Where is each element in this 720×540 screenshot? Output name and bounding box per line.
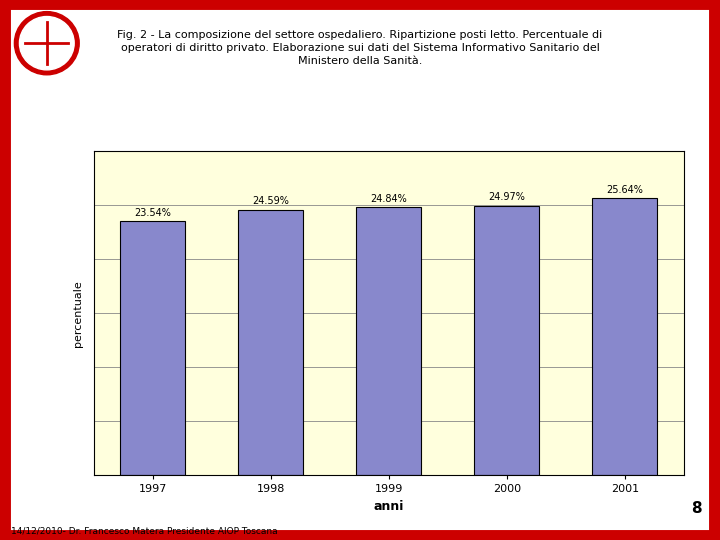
Text: 24.97%: 24.97% xyxy=(488,192,525,202)
Circle shape xyxy=(14,11,79,75)
Text: 24.59%: 24.59% xyxy=(253,197,289,206)
Text: 14/12/2010- Dr. Francesco Matera Presidente AIOP Toscana: 14/12/2010- Dr. Francesco Matera Preside… xyxy=(11,526,277,536)
Y-axis label: percentuale: percentuale xyxy=(73,280,84,347)
Circle shape xyxy=(19,17,74,70)
Text: Fig. 2 - La composizione del settore ospedaliero. Ripartizione posti letto. Perc: Fig. 2 - La composizione del settore osp… xyxy=(117,30,603,66)
Text: 24.84%: 24.84% xyxy=(370,194,408,204)
Bar xyxy=(356,207,421,475)
Bar xyxy=(120,221,185,475)
X-axis label: anni: anni xyxy=(374,500,404,513)
Bar xyxy=(238,210,303,475)
Text: 25.64%: 25.64% xyxy=(606,185,643,195)
Text: 8: 8 xyxy=(691,501,702,516)
Text: 23.54%: 23.54% xyxy=(135,208,171,218)
Bar xyxy=(593,198,657,475)
Bar xyxy=(474,206,539,475)
